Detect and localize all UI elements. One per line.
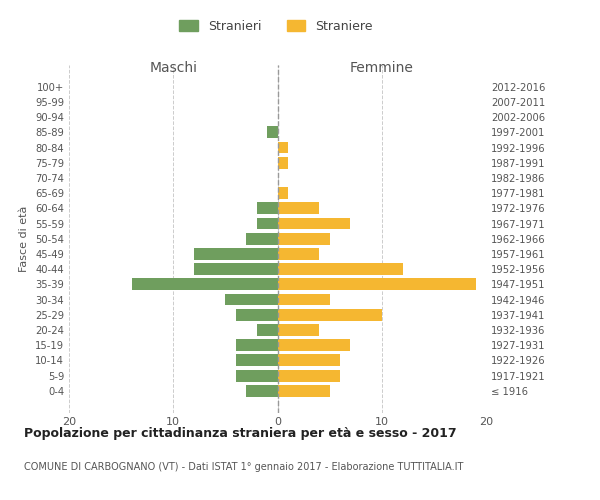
Bar <box>277 142 288 154</box>
Legend: Stranieri, Straniere: Stranieri, Straniere <box>173 14 379 40</box>
Bar <box>277 263 403 275</box>
Bar <box>277 278 476 290</box>
Bar <box>277 339 350 351</box>
Bar <box>277 218 350 230</box>
Bar <box>131 278 277 290</box>
Bar <box>236 354 277 366</box>
Bar <box>277 157 288 168</box>
Bar <box>277 294 329 306</box>
Bar <box>277 370 340 382</box>
Bar <box>277 187 288 199</box>
Bar <box>194 248 277 260</box>
Bar <box>226 294 277 306</box>
Text: Popolazione per cittadinanza straniera per età e sesso - 2017: Popolazione per cittadinanza straniera p… <box>24 428 457 440</box>
Bar <box>257 218 277 230</box>
Bar <box>246 385 277 396</box>
Bar <box>257 202 277 214</box>
Bar <box>277 233 329 244</box>
Text: COMUNE DI CARBOGNANO (VT) - Dati ISTAT 1° gennaio 2017 - Elaborazione TUTTITALIA: COMUNE DI CARBOGNANO (VT) - Dati ISTAT 1… <box>24 462 463 472</box>
Bar <box>267 126 277 138</box>
Text: Maschi: Maschi <box>149 60 197 74</box>
Bar <box>277 202 319 214</box>
Bar <box>236 339 277 351</box>
Bar <box>277 248 319 260</box>
Bar <box>236 309 277 320</box>
Bar <box>277 324 319 336</box>
Bar <box>277 354 340 366</box>
Y-axis label: Fasce di età: Fasce di età <box>19 206 29 272</box>
Bar <box>257 324 277 336</box>
Bar <box>277 385 329 396</box>
Text: Femmine: Femmine <box>350 60 413 74</box>
Bar <box>277 309 382 320</box>
Bar <box>246 233 277 244</box>
Bar <box>236 370 277 382</box>
Bar <box>194 263 277 275</box>
